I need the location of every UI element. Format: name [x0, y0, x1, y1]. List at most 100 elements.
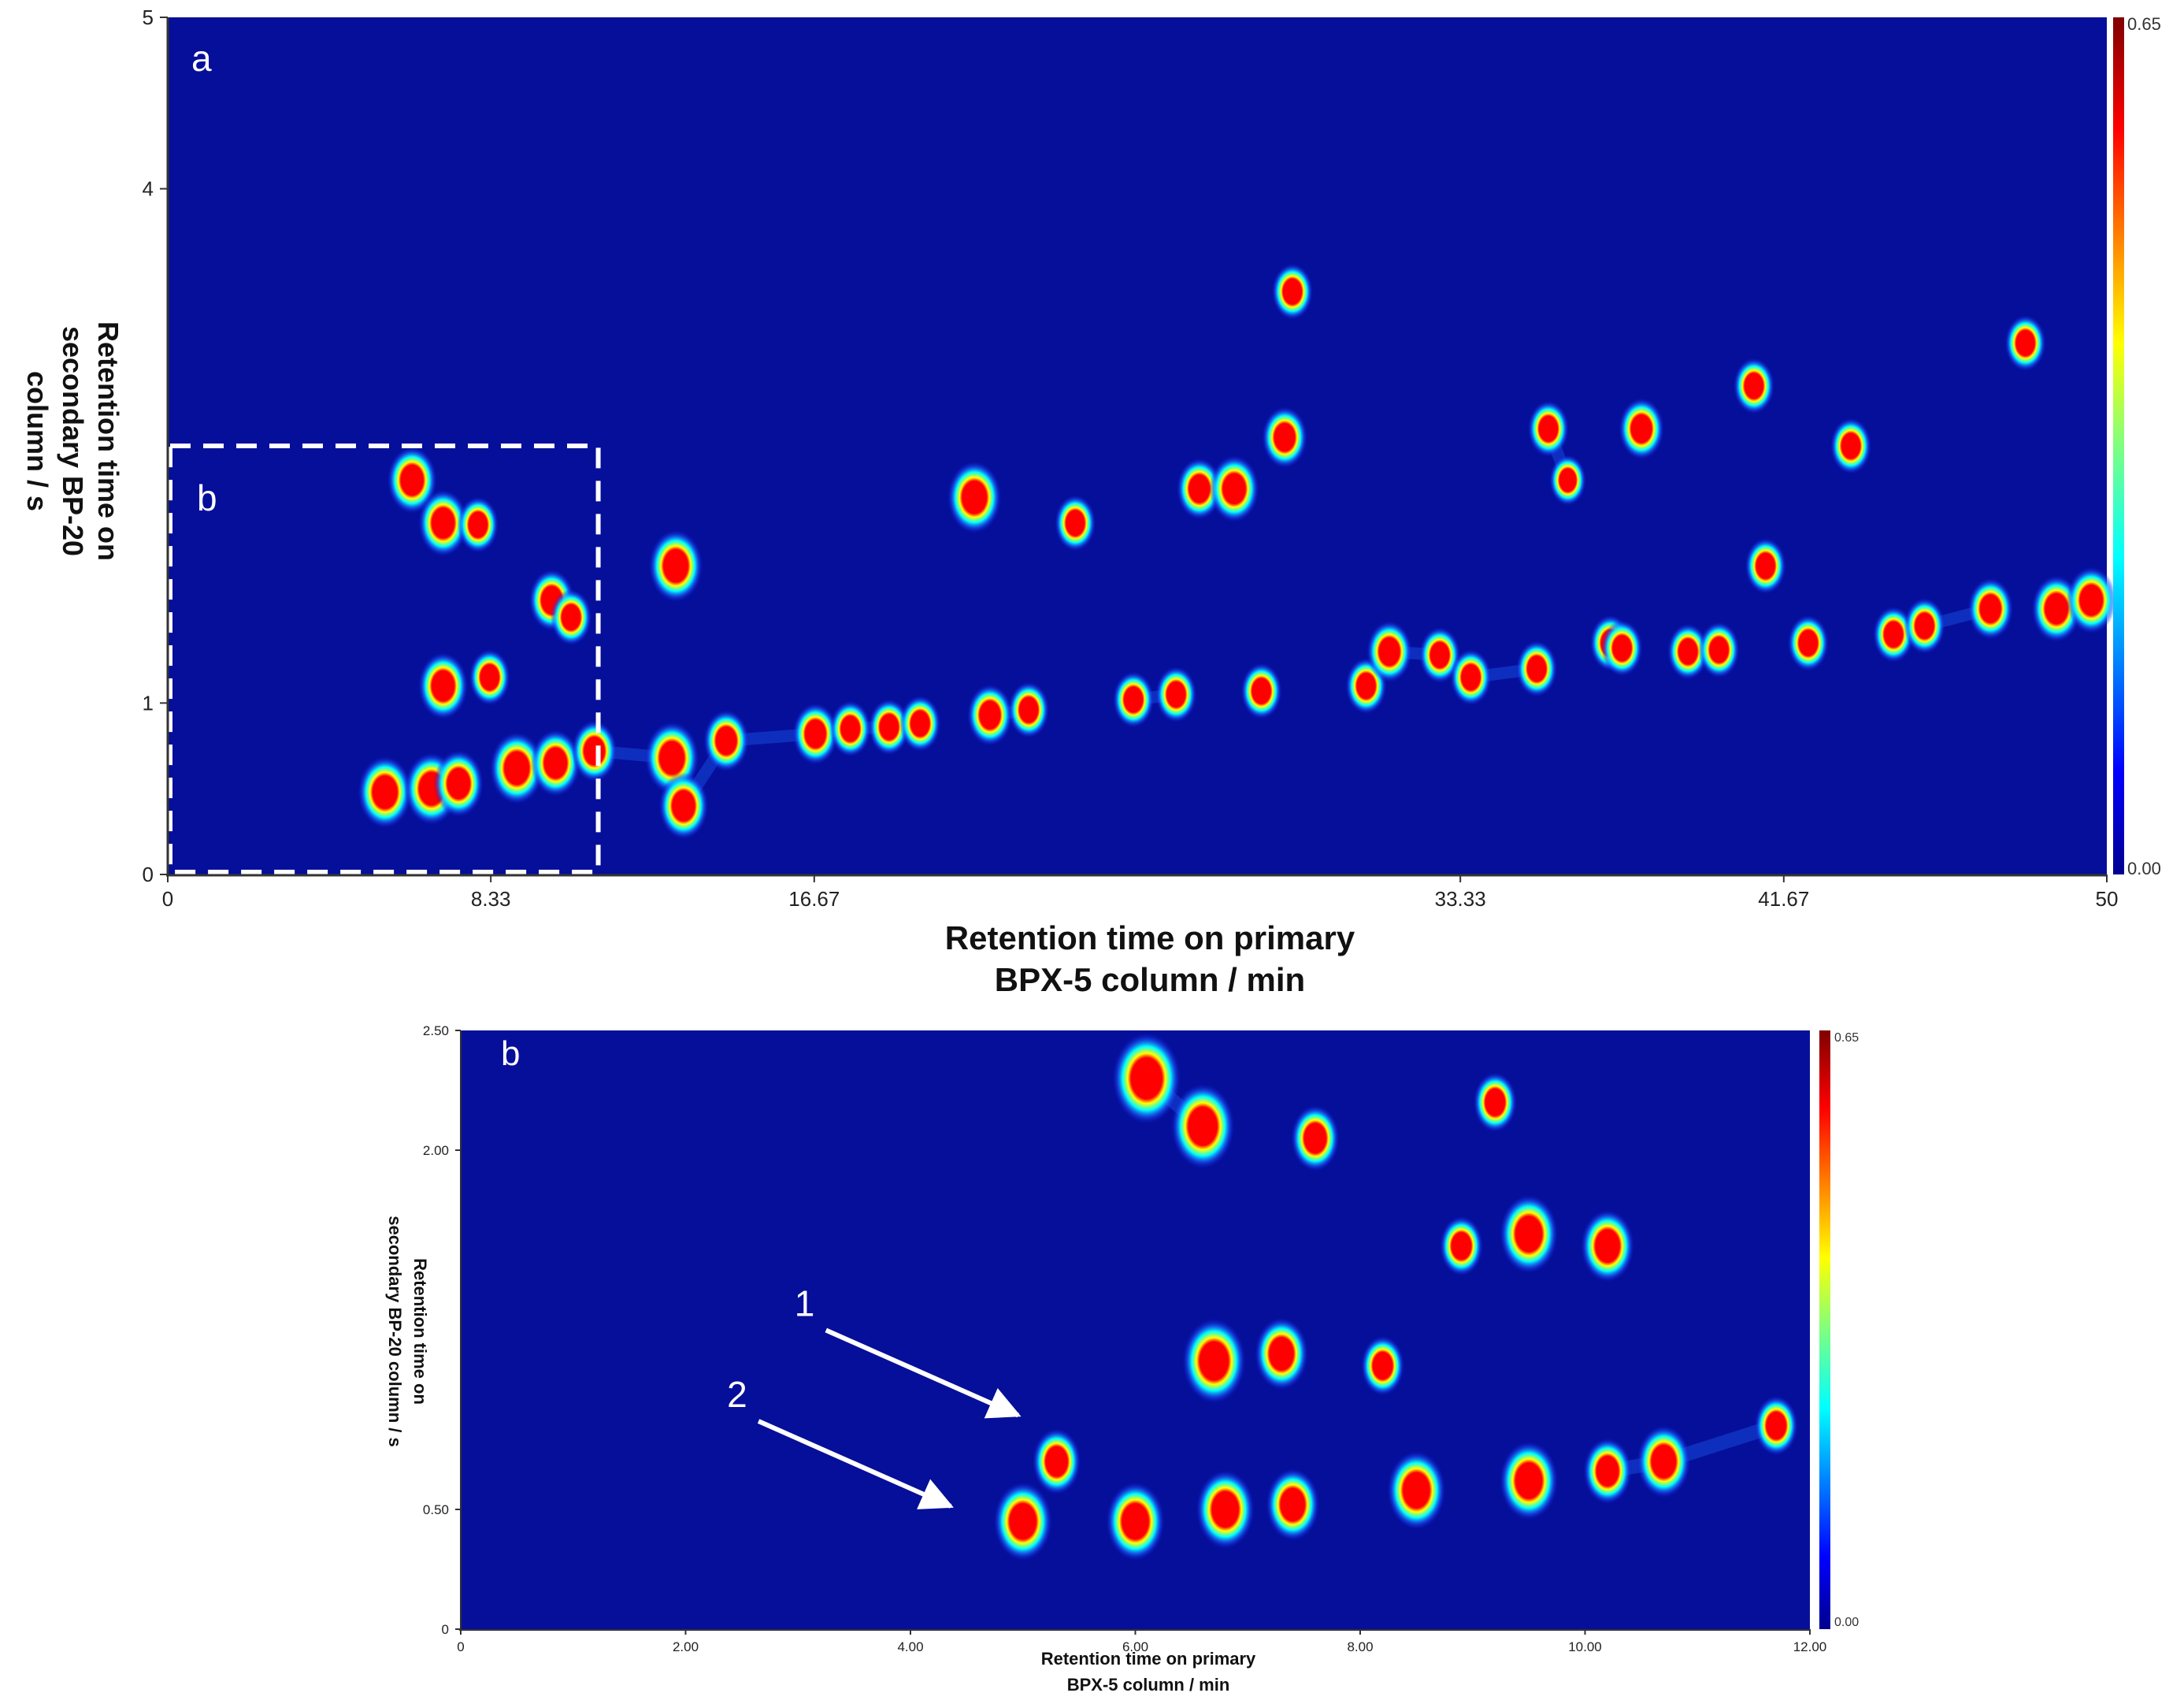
- peak-blob: [993, 1482, 1052, 1561]
- peak-blob: [1967, 577, 2014, 640]
- panel-b-annotations: 12: [727, 1283, 1022, 1509]
- y-tick-label: 2.00: [423, 1143, 449, 1158]
- peak-blob: [469, 649, 510, 706]
- peak-blob: [1904, 597, 1945, 655]
- peak-blob: [489, 732, 544, 804]
- x-tick-label: 12.00: [1793, 1639, 1827, 1654]
- panel-b-colorbar-max-label: 0.65: [1834, 1031, 1859, 1045]
- peak-blob: [1106, 1482, 1165, 1561]
- peak-blob: [457, 496, 499, 553]
- peak-blob: [829, 700, 871, 757]
- panel-a-y-axis-title-line-2: secondary BP-20: [57, 326, 89, 556]
- panel-a-x-ticks: 0 8.33 16.67 33.33 41.67 50: [162, 874, 2119, 911]
- panel-b-y-axis-title-line-1: Retention time on: [410, 1258, 430, 1405]
- peak-blob: [1196, 1470, 1255, 1549]
- peak-blob: [1262, 407, 1308, 469]
- peak-blob: [1527, 400, 1570, 457]
- panel-a: a b 0 8.33 16.67 33.33 41.67 50 0 1 4 5 Retentio…: [21, 6, 2161, 998]
- peak-blob: [1112, 1032, 1181, 1124]
- x-tick-label: 2.00: [673, 1639, 699, 1654]
- x-tick-label: 33.33: [1435, 887, 1486, 911]
- y-tick-label: 2.50: [423, 1023, 449, 1038]
- panel-b-y-ticks: 0 0.50 2.00 2.50: [423, 1023, 461, 1637]
- peak-blob: [1733, 358, 1775, 414]
- annotation-arrow: [757, 1419, 954, 1509]
- annotation-label: 2: [727, 1374, 747, 1415]
- panel-a-y-ticks: 0 1 4 5: [143, 6, 168, 886]
- peak-blob: [1601, 620, 1643, 677]
- y-tick-label: 5: [143, 6, 154, 29]
- peak-blob: [1637, 1425, 1691, 1498]
- panel-b: b 12 0 2.00 4.00 6.00 8.00 10.00 12.00 00.502.…: [385, 1023, 1859, 1695]
- peak-blob: [530, 729, 581, 797]
- peak-blob: [1007, 681, 1050, 738]
- peak-blob: [1583, 1438, 1632, 1505]
- panel-a-x-axis-title-line-2: BPX-5 column / min: [995, 961, 1305, 998]
- y-tick-label: 0: [442, 1622, 449, 1637]
- x-tick-label: 8.33: [471, 887, 511, 911]
- panel-a-x-axis-title-line-1: Retention time on primary: [945, 919, 1355, 956]
- peak-blob: [358, 755, 413, 829]
- x-tick-label: 10.00: [1568, 1639, 1602, 1654]
- peak-blob: [1439, 1216, 1484, 1276]
- peak-blob: [1473, 1072, 1517, 1133]
- panel-a-y-axis-title-line-3: column / s: [21, 371, 54, 511]
- x-tick-label: 8.00: [1347, 1639, 1373, 1654]
- peak-blob: [1182, 1318, 1246, 1404]
- peak-blob: [1581, 1209, 1635, 1283]
- peak-blob: [2004, 314, 2046, 372]
- peak-blob: [1032, 1428, 1081, 1495]
- x-tick-label: 0: [457, 1639, 464, 1654]
- peak-blob: [1698, 622, 1740, 678]
- x-tick-label: 50: [2096, 887, 2119, 911]
- peak-blob: [1619, 398, 1665, 460]
- y-tick-label: 0.50: [423, 1502, 449, 1517]
- y-tick-label: 0: [143, 863, 154, 886]
- panel-b-label: b: [501, 1034, 520, 1073]
- peak-blob: [899, 695, 941, 752]
- panel-a-colorbar: [2113, 17, 2124, 874]
- peak-blob: [1754, 1395, 1798, 1456]
- peak-blob: [1112, 671, 1155, 728]
- annotation-label: 1: [795, 1283, 815, 1323]
- peak-blob: [2066, 566, 2116, 634]
- peak-blob: [1155, 666, 1197, 723]
- peak-blob: [1170, 1083, 1235, 1169]
- peak-blob: [648, 529, 703, 603]
- peak-blob: [1255, 1317, 1309, 1390]
- peak-blob: [947, 461, 1002, 534]
- peak-blob: [1266, 1468, 1320, 1541]
- peak-blob: [387, 447, 437, 514]
- peak-blob: [1271, 263, 1314, 320]
- peak-blob: [1499, 1194, 1559, 1274]
- peak-blob: [792, 703, 839, 765]
- peak-blob: [1240, 663, 1282, 719]
- x-tick-label: 4.00: [897, 1639, 923, 1654]
- x-tick-label: 6.00: [1122, 1639, 1148, 1654]
- panel-b-peaks: [993, 1032, 1798, 1561]
- peak-blob: [1291, 1104, 1340, 1171]
- panel-a-peaks: [358, 263, 2116, 840]
- panel-b-x-ticks: 0 2.00 4.00 6.00 8.00 10.00 12.00: [457, 1629, 1826, 1654]
- panel-a-plot-area: [168, 17, 2107, 874]
- peak-blob: [417, 489, 469, 557]
- peak-blob: [1360, 1335, 1405, 1396]
- panel-a-label: a: [191, 38, 212, 79]
- panel-b-colorbar-min-label: 0.00: [1834, 1616, 1859, 1629]
- peak-blob: [417, 652, 469, 720]
- x-tick-label: 41.67: [1758, 887, 1809, 911]
- peak-blob: [1549, 455, 1587, 506]
- panel-a-colorbar-max-label: 0.65: [2127, 14, 2161, 34]
- panel-b-y-axis-title-line-2: secondary BP-20 column / s: [385, 1216, 405, 1446]
- peak-blob: [658, 772, 709, 840]
- peak-blob: [550, 588, 592, 646]
- peak-blob: [433, 750, 484, 818]
- peak-blob: [571, 720, 617, 782]
- peak-blob: [1830, 418, 1872, 474]
- peak-blob: [1387, 1450, 1446, 1530]
- peak-blob: [1787, 614, 1830, 671]
- y-tick-label: 1: [143, 692, 154, 715]
- peak-blob: [1515, 640, 1558, 697]
- peak-blob: [1873, 606, 1915, 663]
